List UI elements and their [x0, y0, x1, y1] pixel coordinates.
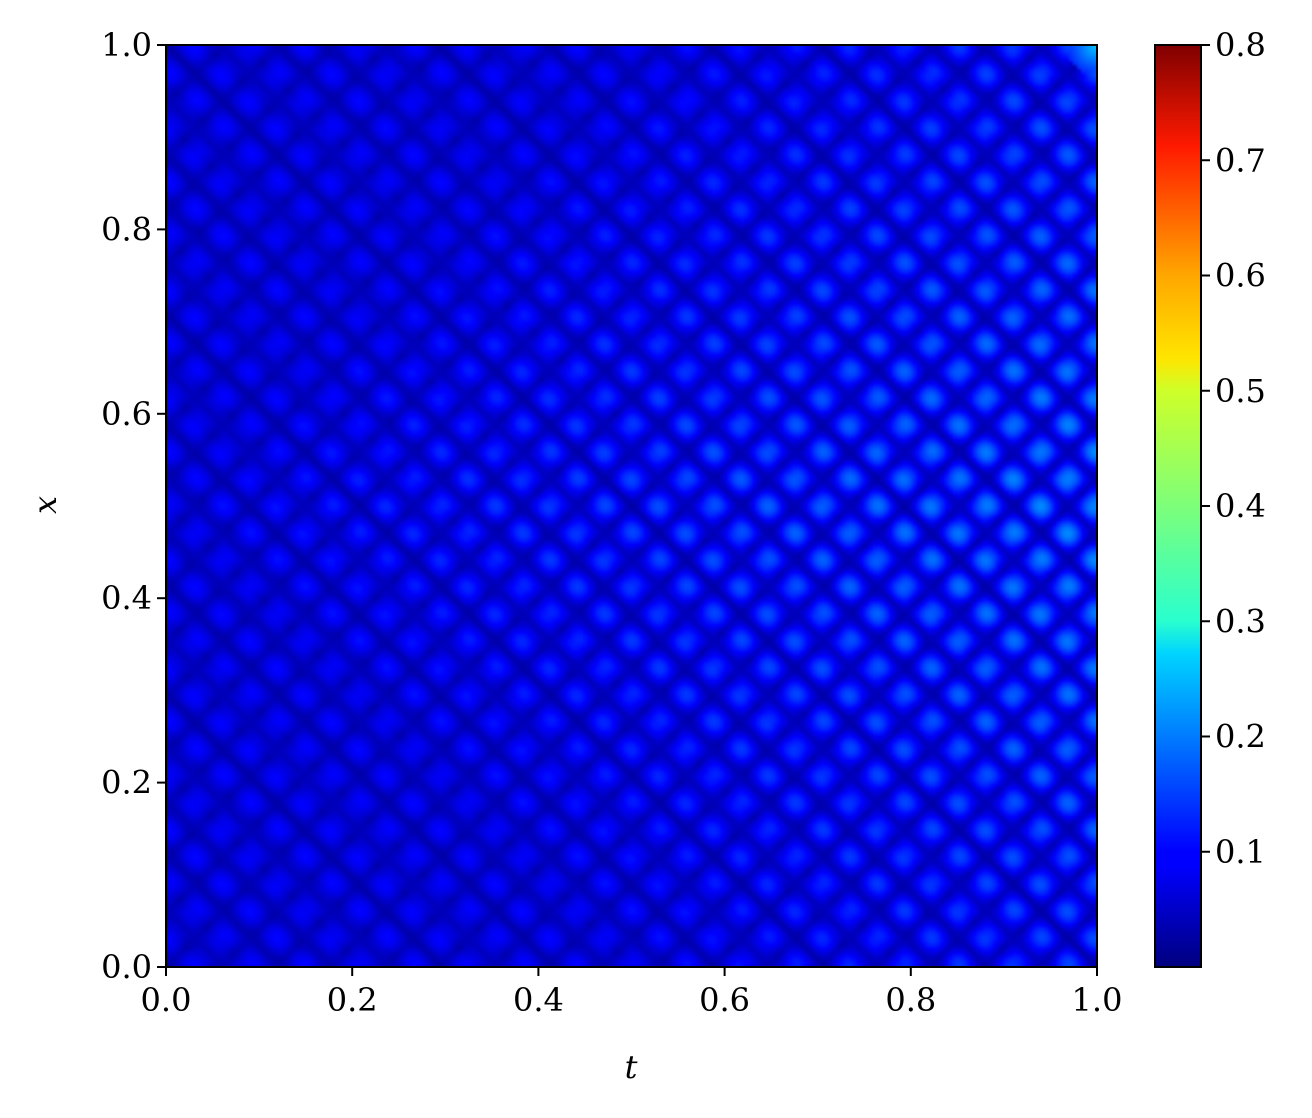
y-tick-label: 0.2	[101, 764, 152, 802]
colorbar	[1154, 44, 1202, 968]
y-axis-ticks: 0.0 0.2 0.4 0.6 0.8 1.0	[101, 26, 166, 986]
y-tick-label: 1.0	[101, 26, 152, 64]
x-tick-label: 0.2	[327, 981, 378, 1019]
x-axis-label: t	[625, 1048, 638, 1086]
heatmap-area	[166, 45, 1097, 967]
colorbar-tick-label: 0.2	[1215, 718, 1266, 756]
x-tick-label: 0.4	[513, 981, 564, 1019]
colorbar-tick-label: 0.3	[1215, 602, 1266, 640]
colorbar-ticks: 0.1 0.2 0.3 0.4 0.5 0.6 0.7 0.8	[1201, 26, 1266, 871]
colorbar-tick-label: 0.8	[1215, 26, 1266, 64]
heatmap-canvas	[166, 45, 1097, 967]
colorbar-tick-label: 0.4	[1215, 487, 1266, 525]
colorbar-tick-label: 0.1	[1215, 833, 1266, 871]
y-tick-label: 0.4	[101, 579, 152, 617]
y-tick-label: 0.0	[101, 948, 152, 986]
colorbar-tick-label: 0.7	[1215, 141, 1266, 179]
y-tick-label: 0.6	[101, 395, 152, 433]
x-tick-label: 1.0	[1072, 981, 1123, 1019]
y-tick-label: 0.8	[101, 210, 152, 248]
plot-frame	[165, 44, 1098, 968]
colorbar-tick-label: 0.5	[1215, 372, 1266, 410]
x-tick-label: 0.0	[141, 981, 192, 1019]
x-tick-label: 0.8	[885, 981, 936, 1019]
y-axis-label: x	[26, 496, 64, 514]
colorbar-tick-label: 0.6	[1215, 257, 1266, 295]
x-tick-label: 0.6	[699, 981, 750, 1019]
x-axis-ticks: 0.0 0.2 0.4 0.6 0.8 1.0	[141, 967, 1123, 1019]
